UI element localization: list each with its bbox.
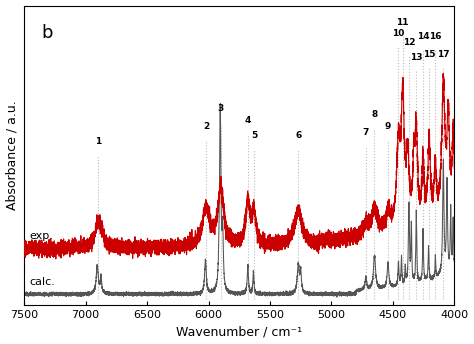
Text: 8: 8	[371, 110, 378, 119]
Text: 17: 17	[437, 51, 450, 60]
Text: 14: 14	[417, 32, 429, 42]
Text: 15: 15	[423, 51, 436, 60]
Text: 9: 9	[385, 122, 391, 131]
Text: 2: 2	[203, 122, 209, 131]
Text: b: b	[41, 23, 53, 42]
Text: 3: 3	[218, 104, 224, 114]
Text: 5: 5	[251, 131, 257, 140]
Text: 11: 11	[396, 18, 409, 26]
Text: 1: 1	[95, 137, 101, 146]
Text: 13: 13	[410, 53, 422, 63]
Text: 4: 4	[245, 116, 251, 125]
Text: 16: 16	[429, 32, 442, 42]
Y-axis label: Absorbance / a.u.: Absorbance / a.u.	[6, 100, 18, 210]
Text: 6: 6	[295, 131, 301, 140]
X-axis label: Wavenumber / cm⁻¹: Wavenumber / cm⁻¹	[176, 325, 302, 338]
Text: calc.: calc.	[29, 277, 55, 287]
Text: 7: 7	[363, 128, 369, 137]
Text: 12: 12	[402, 39, 415, 47]
Text: 10: 10	[392, 30, 405, 39]
Text: exp.: exp.	[29, 231, 53, 241]
